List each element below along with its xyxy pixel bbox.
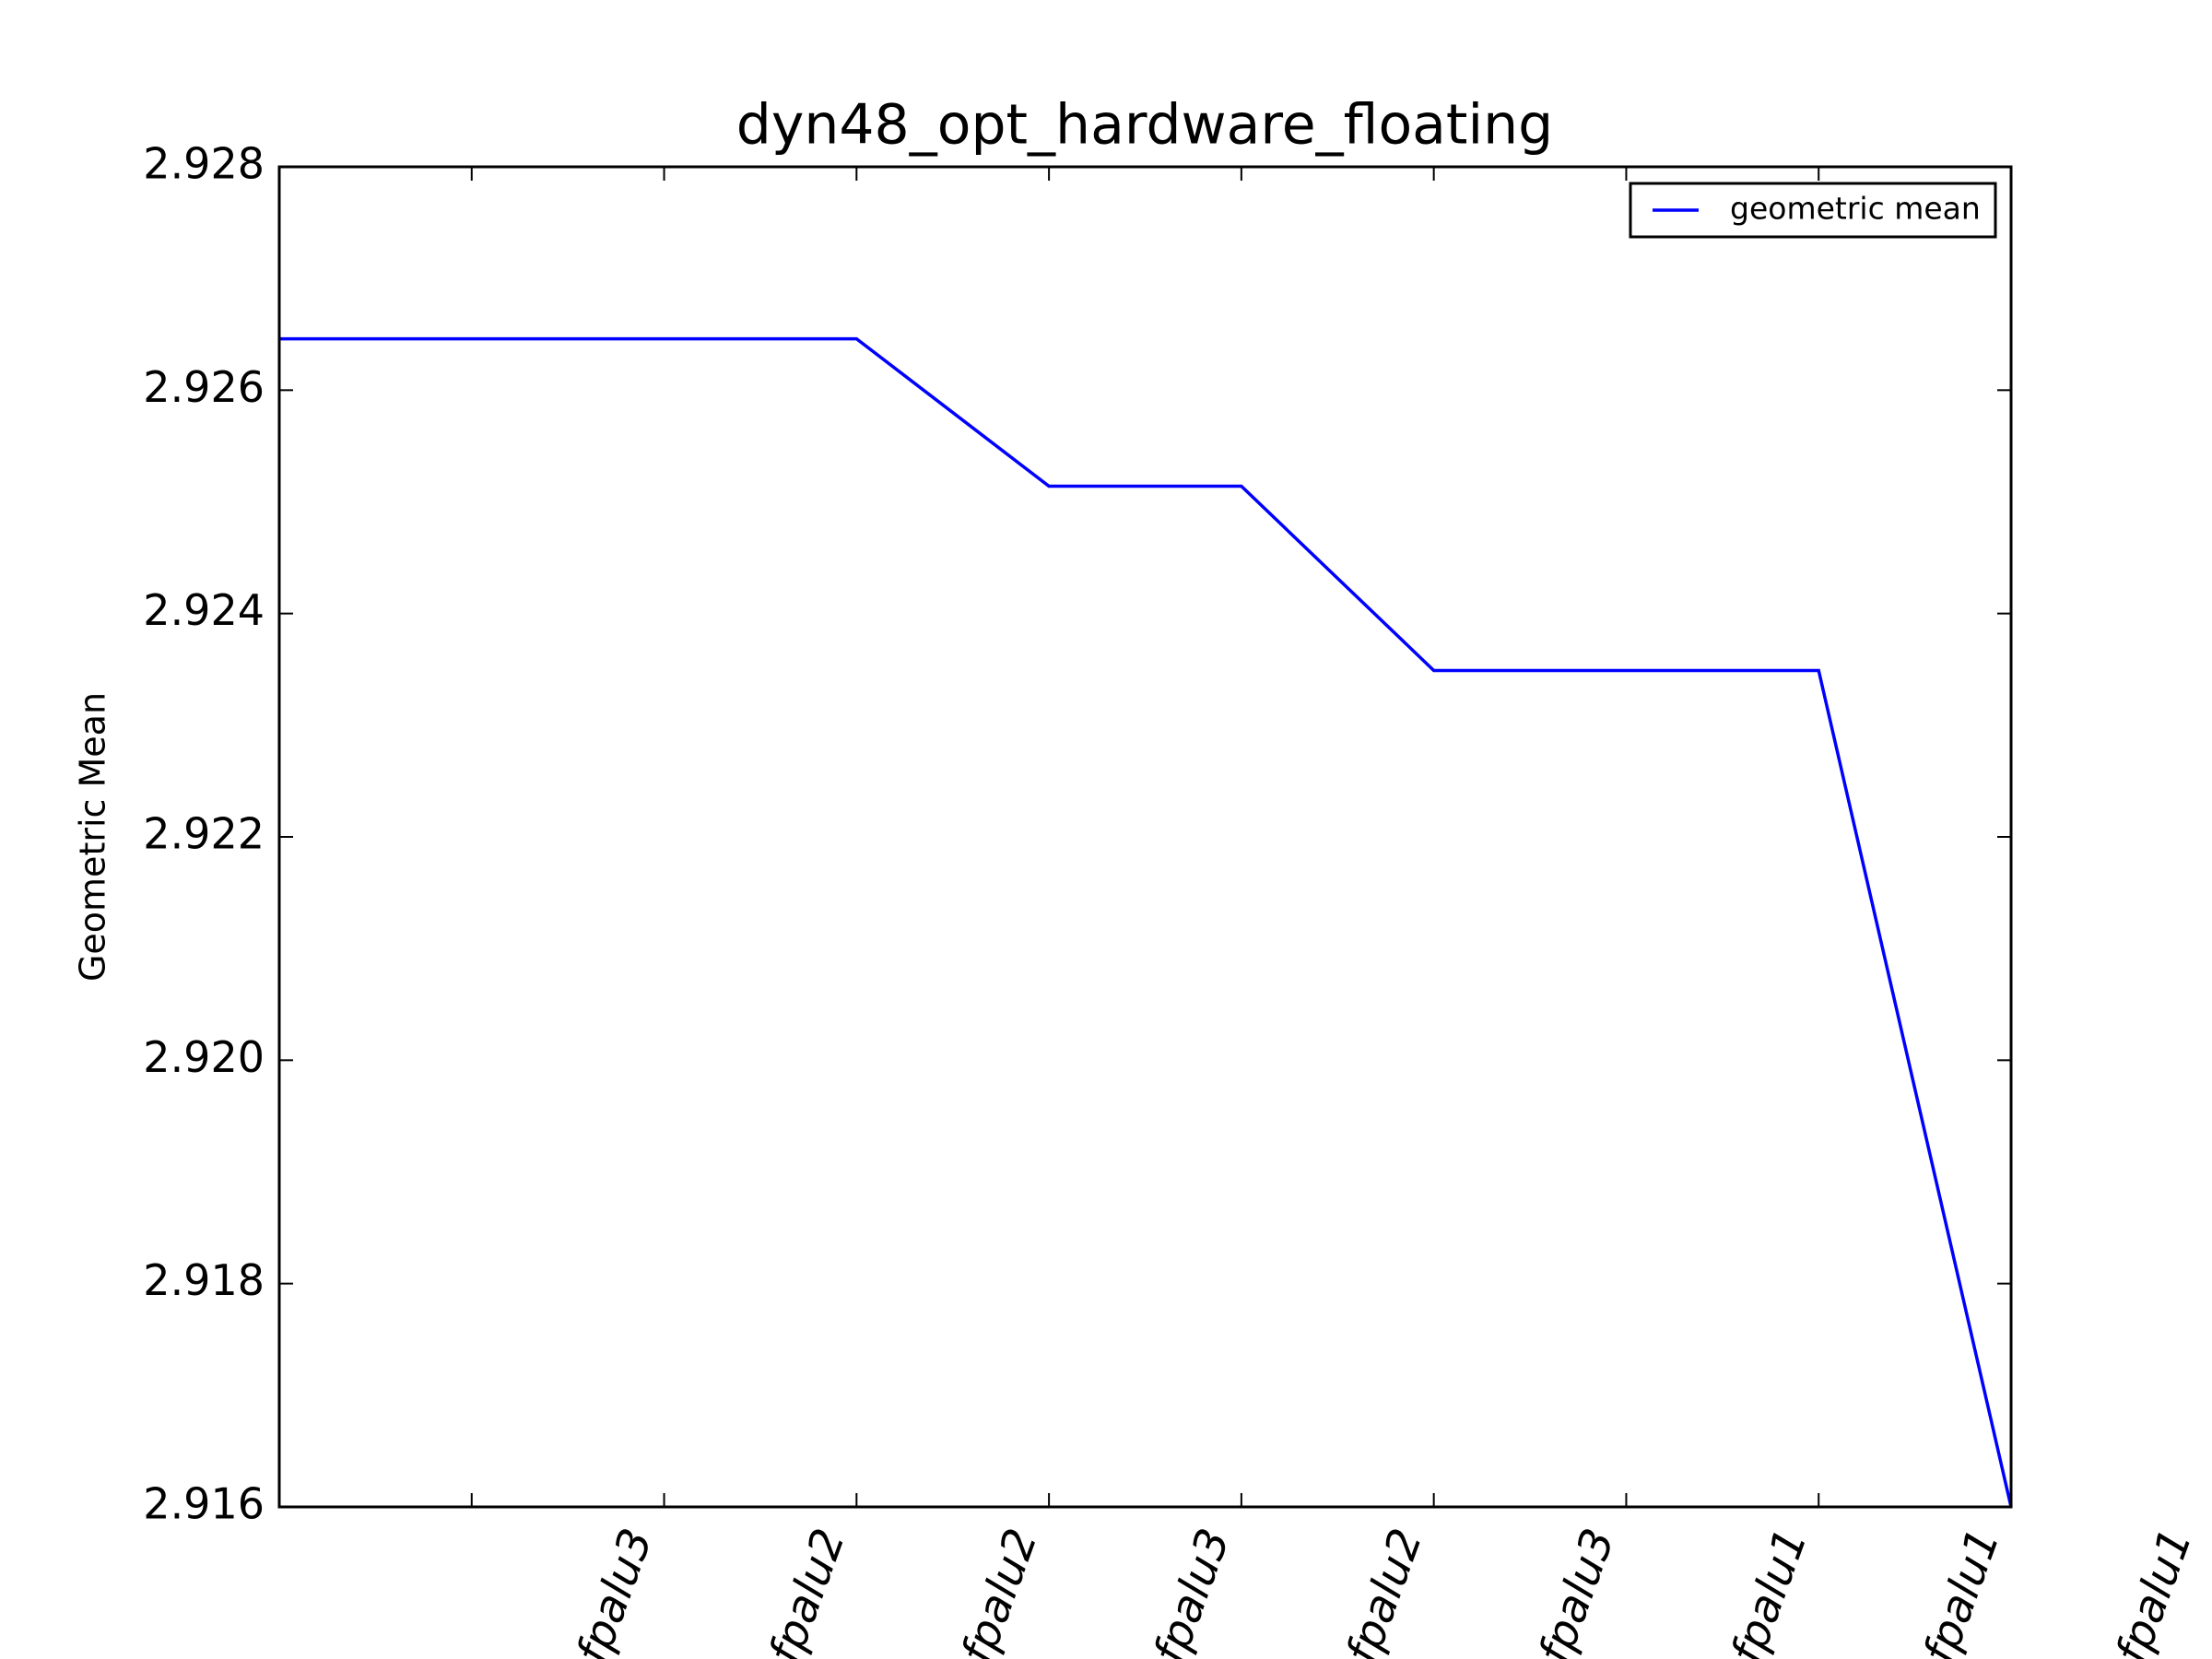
y-tick-label: 2.926 — [143, 362, 265, 412]
x-tick-label: sfpalu1 — [1713, 1522, 1818, 1659]
x-tick-label: sfpalu2 — [944, 1522, 1048, 1659]
x-tick-label: sfpalu3 — [1136, 1522, 1241, 1659]
legend-label: geometric mean — [1730, 191, 1981, 227]
y-tick-label: 2.916 — [143, 1479, 265, 1529]
x-tick-label: sfpalu3 — [1521, 1522, 1625, 1659]
y-tick-label: 2.924 — [143, 585, 265, 635]
plot-frame — [277, 165, 2013, 1509]
y-axis-label: Geometric Mean — [73, 692, 113, 982]
y-tick-label: 2.920 — [143, 1032, 265, 1082]
y-tick-label: 2.922 — [143, 809, 265, 859]
x-tick-label: sfpalu2 — [751, 1522, 855, 1659]
x-tick-label: sfpalu1 — [2099, 1522, 2203, 1659]
y-tick-label: 2.928 — [143, 139, 265, 189]
data-line — [279, 336, 2013, 1508]
x-tick-label: sfpalu2 — [1329, 1522, 1433, 1659]
x-tick-label: sfpalu1 — [1906, 1522, 2010, 1659]
chart-title: dyn48_opt_hardware_floating — [736, 93, 1553, 158]
x-tick-label: sfpalu3 — [559, 1522, 663, 1659]
y-tick-label: 2.918 — [143, 1255, 265, 1305]
